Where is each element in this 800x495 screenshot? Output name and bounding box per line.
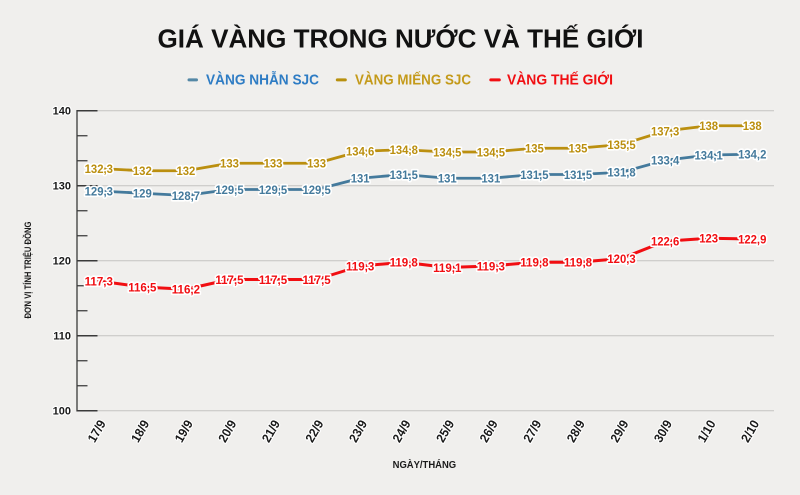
svg-text:129: 129 xyxy=(133,187,152,201)
svg-text:100: 100 xyxy=(53,406,71,418)
svg-text:122,9: 122,9 xyxy=(738,232,767,246)
svg-text:123: 123 xyxy=(699,232,718,246)
svg-text:116,2: 116,2 xyxy=(172,283,201,297)
svg-text:134,5: 134,5 xyxy=(433,145,462,159)
svg-text:131,8: 131,8 xyxy=(607,166,636,180)
svg-text:130: 130 xyxy=(53,181,71,193)
svg-text:129,5: 129,5 xyxy=(302,183,331,197)
svg-text:134,5: 134,5 xyxy=(477,145,506,159)
svg-text:135,5: 135,5 xyxy=(607,138,636,152)
svg-text:133: 133 xyxy=(264,157,283,171)
svg-text:128,7: 128,7 xyxy=(172,189,201,203)
svg-text:132: 132 xyxy=(133,164,152,178)
svg-text:117,3: 117,3 xyxy=(85,274,114,288)
svg-text:129,5: 129,5 xyxy=(259,183,288,197)
svg-text:129,3: 129,3 xyxy=(85,184,114,198)
svg-text:117,5: 117,5 xyxy=(302,273,331,287)
svg-text:132,3: 132,3 xyxy=(85,162,114,176)
svg-text:138: 138 xyxy=(699,119,718,133)
svg-text:131,5: 131,5 xyxy=(390,168,419,182)
svg-text:132: 132 xyxy=(176,164,195,178)
svg-text:135: 135 xyxy=(525,142,544,156)
svg-text:133: 133 xyxy=(307,157,326,171)
svg-text:ĐƠN VỊ TÍNH TRIỆU ĐỒNG: ĐƠN VỊ TÍNH TRIỆU ĐỒNG xyxy=(22,221,33,318)
svg-text:137,3: 137,3 xyxy=(651,124,680,138)
svg-text:119,8: 119,8 xyxy=(564,256,593,270)
svg-text:135: 135 xyxy=(569,142,588,156)
svg-text:131: 131 xyxy=(438,172,457,186)
svg-text:134,1: 134,1 xyxy=(695,148,724,162)
svg-text:138: 138 xyxy=(743,119,762,133)
svg-text:129,5: 129,5 xyxy=(215,183,244,197)
svg-text:NGÀY/THÁNG: NGÀY/THÁNG xyxy=(393,458,457,471)
svg-text:VÀNG NHẪN SJC: VÀNG NHẪN SJC xyxy=(206,71,319,88)
svg-text:VÀNG THẾ GIỚI: VÀNG THẾ GIỚI xyxy=(507,70,613,88)
svg-text:131: 131 xyxy=(351,172,370,186)
svg-text:119,8: 119,8 xyxy=(520,256,549,270)
svg-text:131,5: 131,5 xyxy=(520,168,549,182)
svg-text:134,8: 134,8 xyxy=(390,143,419,157)
svg-text:134,2: 134,2 xyxy=(738,148,767,162)
svg-text:131: 131 xyxy=(481,172,500,186)
svg-text:122,6: 122,6 xyxy=(651,235,680,249)
svg-text:140: 140 xyxy=(53,106,71,118)
svg-text:131,5: 131,5 xyxy=(564,168,593,182)
svg-text:134,6: 134,6 xyxy=(346,145,375,159)
svg-text:133: 133 xyxy=(220,157,239,171)
svg-text:GIÁ VÀNG TRONG NƯỚC VÀ THẾ GIỚ: GIÁ VÀNG TRONG NƯỚC VÀ THẾ GIỚI xyxy=(158,24,644,54)
svg-text:110: 110 xyxy=(53,331,71,343)
svg-text:119,1: 119,1 xyxy=(433,261,462,275)
svg-text:133,4: 133,4 xyxy=(651,154,680,168)
svg-text:VÀNG MIẾNG SJC: VÀNG MIẾNG SJC xyxy=(355,71,471,88)
svg-text:117,5: 117,5 xyxy=(259,273,288,287)
svg-text:116,5: 116,5 xyxy=(128,280,157,294)
svg-text:119,3: 119,3 xyxy=(346,259,375,273)
svg-text:117,5: 117,5 xyxy=(215,273,244,287)
svg-text:120,3: 120,3 xyxy=(607,252,636,266)
svg-text:120: 120 xyxy=(53,256,71,268)
svg-text:119,3: 119,3 xyxy=(477,259,506,273)
svg-text:119,8: 119,8 xyxy=(390,256,419,270)
